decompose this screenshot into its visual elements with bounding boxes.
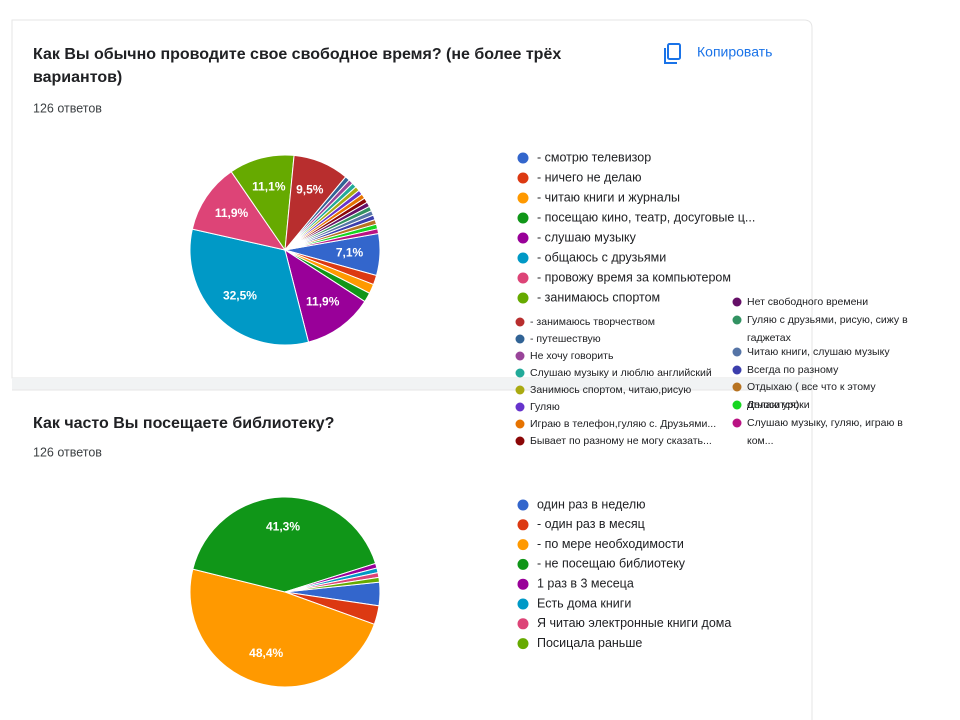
pie-slice <box>189 568 375 688</box>
legend-label: - один раз в месяц <box>537 517 645 531</box>
legend-marker <box>517 598 529 610</box>
pie-slice <box>189 228 310 346</box>
legend-marker <box>517 618 529 630</box>
slice-label: 9,5% <box>296 183 324 197</box>
pie-slice <box>284 228 380 251</box>
legend-marker <box>732 365 742 375</box>
legend-label: Посицала раньше <box>537 636 642 650</box>
pie-slice <box>230 154 295 252</box>
separator <box>12 378 812 390</box>
legend-marker <box>515 368 525 378</box>
legend-marker <box>515 351 525 361</box>
legend-label: - смотрю телевизор <box>537 150 651 164</box>
legend-label: Гуляю с друзьями, рисую, сижу в гаджетах <box>747 314 908 344</box>
legend-label: Всегда по разному <box>747 364 839 376</box>
slice-label: 48,4% <box>249 646 283 660</box>
legend-label: - слушаю музыку <box>537 230 637 244</box>
legend-label: Делаю уроки <box>747 399 810 411</box>
legend-label: Слушаю музыку и люблю английский <box>530 367 712 379</box>
legend-label: Занимюсь спортом, читаю,рисую <box>530 384 691 396</box>
legend-label: - не посещаю библиотеку <box>537 557 686 571</box>
legend-label: - занимаюсь творчеством <box>530 316 655 328</box>
legend-marker <box>517 539 529 551</box>
legend-marker <box>732 382 742 392</box>
legend-label: Я читаю электронные книги дома <box>537 616 731 630</box>
legend-marker <box>517 292 529 304</box>
legend-label: - ничего не делаю <box>537 170 641 184</box>
legend-label: Бывает по разному не могу сказать... <box>530 435 712 447</box>
legend-marker <box>517 252 529 264</box>
legend-marker <box>515 436 525 446</box>
legend-marker <box>517 232 529 244</box>
chart-title: Как часто Вы посещаете библиотеку? <box>33 415 334 432</box>
legend-marker <box>517 172 529 184</box>
slice-label: 32,5% <box>223 289 257 303</box>
copy-icon <box>664 48 677 64</box>
legend-label: - по мере необходимости <box>537 537 684 551</box>
legend-marker <box>517 212 529 224</box>
legend-marker <box>732 347 742 357</box>
card <box>11 19 813 379</box>
slice-label: 41,3% <box>266 520 300 534</box>
legend-marker <box>732 297 742 307</box>
legend-label: - путешествую <box>530 333 601 345</box>
legend-label: Читаю книги, слушаю музыку <box>747 346 890 358</box>
copy-label: Копировать <box>697 44 772 60</box>
legend-marker <box>517 519 529 531</box>
legend-label: - читаю книги и журналы <box>537 190 680 204</box>
legend-marker <box>515 317 525 327</box>
legend-label: - занимаюсь спортом <box>537 290 660 304</box>
slice-label: 7,1% <box>336 245 364 259</box>
legend-marker <box>515 402 525 412</box>
legend-marker <box>515 385 525 395</box>
pie-slice <box>284 576 381 593</box>
legend-label: Гуляю <box>530 401 560 413</box>
pie-slice <box>192 496 377 593</box>
legend-label: Слушаю музыку, гуляю, играю в ком... <box>747 417 903 447</box>
legend-marker <box>732 400 742 410</box>
legend-marker <box>517 558 529 570</box>
chart-subtitle: 126 ответов <box>33 445 102 459</box>
legend-label: Играю в телефон,гуляю с. Друзьями... <box>530 418 716 430</box>
legend-marker <box>517 192 529 204</box>
chart-subtitle: 126 ответов <box>33 101 102 115</box>
legend-label: - общаюсь с друзьями <box>537 250 666 264</box>
pie-slice <box>191 170 287 251</box>
legend-marker <box>732 315 742 325</box>
legend-marker <box>517 638 529 650</box>
legend-label: Есть дома книги <box>537 596 631 610</box>
legend-marker <box>517 272 529 284</box>
legend-marker <box>515 419 525 429</box>
legend-marker <box>517 152 529 164</box>
legend-label: - посещаю кино, театр, досуговые ц... <box>537 210 755 224</box>
slice-label: 11,9% <box>306 295 340 309</box>
legend-marker <box>515 334 525 344</box>
legend-label: Отдыхаю ( все что к этому относится) <box>747 381 876 411</box>
legend-marker <box>517 578 529 590</box>
legend-label: 1 раз в 3 месеца <box>537 576 634 590</box>
slice-label: 11,9% <box>215 206 249 220</box>
slice-label: 11,1% <box>252 180 286 194</box>
legend-label: Нет свободного времени <box>747 296 868 308</box>
card <box>12 389 813 720</box>
pie-slice <box>284 248 366 343</box>
copy-button[interactable]: Копировать <box>664 43 772 64</box>
legend-marker <box>517 499 529 511</box>
copy-icon <box>667 43 681 60</box>
legend-label: один раз в неделю <box>537 497 646 511</box>
chart-title: Как Вы обычно проводите свое свободное в… <box>33 46 561 86</box>
legend-label: - провожу время за компьютером <box>537 270 731 284</box>
legend-label: Не хочу говорить <box>530 350 614 362</box>
legend-marker <box>732 418 742 428</box>
